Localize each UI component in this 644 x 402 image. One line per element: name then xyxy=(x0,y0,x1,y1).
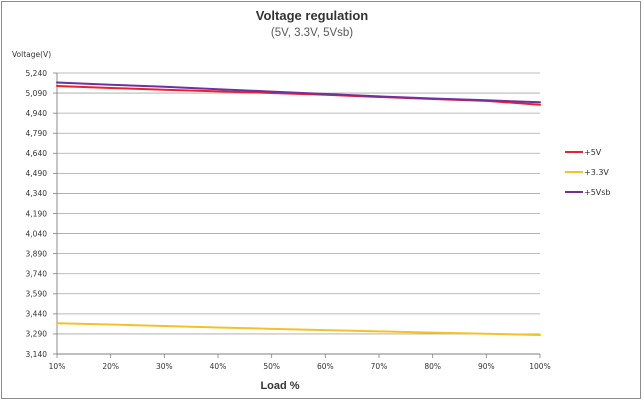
x-tick-labels: 10% 20% 30% 40% 50% 60% 70% 80% 90% 100% xyxy=(49,362,551,371)
series-line-2 xyxy=(56,322,541,336)
chart-title: Voltage regulation xyxy=(256,8,368,23)
series-line-3 xyxy=(56,81,541,104)
y-tick-label: 3,440 xyxy=(26,310,48,319)
y-tick-labels: 5,240 5,090 4,940 4,790 4,640 4,490 4,340 4,190… xyxy=(26,69,48,359)
series-lines xyxy=(56,81,541,336)
axes xyxy=(53,72,541,358)
y-tick-label: 4,790 xyxy=(26,129,48,138)
y-tick-label: 4,940 xyxy=(26,109,48,118)
y-tick-label: 5,090 xyxy=(26,89,48,98)
x-tick-label: 10% xyxy=(49,362,66,371)
x-tick-label: 70% xyxy=(371,362,388,371)
legend: +5V +3.3V +5Vsb xyxy=(565,148,611,197)
x-tick-label: 50% xyxy=(263,362,280,371)
grid-lines xyxy=(57,72,540,335)
y-tick-label: 5,240 xyxy=(26,69,48,78)
y-tick-label: 3,140 xyxy=(26,350,48,359)
x-tick-label: 90% xyxy=(478,362,495,371)
x-tick-label: 20% xyxy=(102,362,119,371)
y-tick-label: 3,890 xyxy=(26,249,48,258)
x-tick-label: 60% xyxy=(317,362,334,371)
legend-label: +5Vsb xyxy=(584,188,611,197)
x-tick-label: 80% xyxy=(424,362,441,371)
legend-label: +5V xyxy=(584,148,602,157)
y-tick-label: 3,290 xyxy=(26,330,48,339)
x-tick-label: 100% xyxy=(529,362,550,371)
legend-label: +3.3V xyxy=(584,168,609,177)
y-tick-label: 4,340 xyxy=(26,189,48,198)
y-axis-title: Voltage(V) xyxy=(12,50,51,59)
y-tick-label: 4,640 xyxy=(26,149,48,158)
y-tick-label: 3,590 xyxy=(26,290,48,299)
y-tick-label: 4,040 xyxy=(26,229,48,238)
y-tick-label: 3,740 xyxy=(26,270,48,279)
chart-subtitle: (5V, 3.3V, 5Vsb) xyxy=(271,27,353,39)
y-tick-label: 4,490 xyxy=(26,169,48,178)
x-tick-label: 30% xyxy=(156,362,173,371)
series-line-1 xyxy=(56,84,541,106)
x-axis-title: Load % xyxy=(260,380,299,392)
x-tick-label: 40% xyxy=(210,362,227,371)
y-tick-label: 4,190 xyxy=(26,209,48,218)
